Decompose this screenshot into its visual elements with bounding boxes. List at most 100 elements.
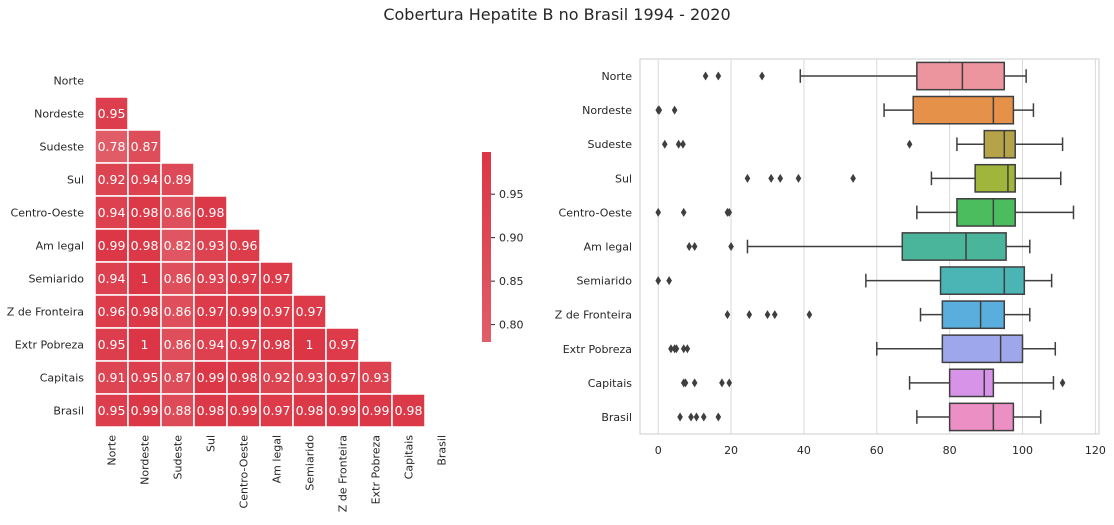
heatmap-col-label: Brasil	[436, 435, 449, 466]
heatmap-cell	[193, 360, 228, 395]
boxplot-outlier	[655, 207, 662, 217]
boxplot-outlier	[661, 139, 668, 149]
heatmap-cell	[193, 195, 228, 230]
heatmap-cell-value: 0.99	[230, 304, 258, 319]
heatmap-cell-value: 0.86	[164, 304, 192, 319]
heatmap-cell-value: 1	[141, 271, 149, 286]
heatmap-cell-value: 0.98	[131, 238, 159, 253]
heatmap-cell-value: 0.86	[164, 271, 192, 286]
heatmap-cell	[259, 327, 294, 362]
heatmap-col-label: Capitais	[403, 435, 416, 480]
heatmap-row-label: Sul	[67, 174, 84, 187]
boxplot-outlier	[777, 173, 784, 183]
boxplot-box	[983, 129, 1016, 159]
heatmap-cell	[292, 393, 327, 428]
colorbar-bar	[482, 152, 491, 342]
boxplot-category-label: Norte	[601, 70, 632, 83]
heatmap-cell	[358, 360, 393, 395]
heatmap-cell	[391, 393, 426, 428]
heatmap-row-label: Norte	[53, 75, 84, 88]
boxplot-outlier	[680, 139, 686, 149]
heatmap-cell-value: 0.97	[263, 403, 291, 418]
heatmap-cell-value: 0.91	[98, 370, 126, 385]
boxplot-x-tick-label: 40	[797, 444, 811, 457]
heatmap-cell	[94, 294, 129, 329]
heatmap-cell-value: 0.98	[230, 370, 258, 385]
heatmap-cell-value: 0.93	[197, 238, 225, 253]
boxplot-outlier	[688, 412, 694, 422]
heatmap-col-label: Norte	[106, 435, 119, 466]
heatmap-cell-value: 0.86	[164, 337, 192, 352]
heatmap-cell	[160, 228, 195, 263]
boxplot-x-tick-label: 0	[655, 444, 662, 457]
heatmap-col-label: Nordeste	[139, 435, 152, 485]
heatmap-row-label: Sudeste	[39, 141, 84, 154]
boxplot-category-label: Semiarido	[576, 275, 632, 288]
heatmap-cell-value: 0.98	[131, 205, 159, 220]
heatmap-cell	[94, 327, 129, 362]
boxplot-box	[912, 95, 1015, 125]
boxplot-category-label: Centro-Oeste	[559, 206, 633, 219]
heatmap-col-label: Semiarido	[304, 435, 317, 491]
heatmap-cell	[127, 195, 162, 230]
heatmap-cell-value: 0.82	[164, 238, 192, 253]
heatmap-cell-value: 0.98	[263, 337, 291, 352]
heatmap-cell-value: 0.94	[131, 172, 159, 187]
boxplot-box	[956, 198, 1016, 227]
heatmap-cell	[127, 162, 162, 197]
heatmap-row-label: Z de Fronteira	[7, 306, 84, 319]
heatmap-cell-value: 0.93	[197, 271, 225, 286]
boxplot-category-label: Nordeste	[582, 104, 632, 117]
heatmap-row-label: Capitais	[40, 372, 85, 385]
heatmap-cell-value: 0.97	[329, 370, 357, 385]
boxplot-outlier	[764, 310, 771, 320]
heatmap-cell	[325, 360, 360, 395]
boxplot-box	[916, 61, 1006, 91]
heatmap-cell	[292, 294, 327, 329]
boxplot-outlier	[700, 412, 707, 422]
heatmap-cell-value: 0.99	[329, 403, 357, 418]
heatmap-row-label: Nordeste	[34, 108, 84, 121]
heatmap-cell-value: 0.92	[98, 172, 126, 187]
boxplot-outlier	[806, 310, 813, 320]
heatmap-cell-value: 1	[306, 337, 314, 352]
heatmap-cell-value: 0.94	[197, 337, 225, 352]
boxplot-outlier	[684, 344, 691, 354]
heatmap-cell-value: 0.97	[296, 304, 324, 319]
boxplot-category-label: Capitais	[588, 377, 633, 390]
boxplot-outlier	[656, 105, 663, 115]
heatmap-cell-value: 0.86	[164, 205, 192, 220]
heatmap-cell-value: 0.99	[197, 370, 225, 385]
boxplot-x-tick-label: 100	[1012, 444, 1033, 457]
heatmap-cell-value: 0.96	[98, 304, 126, 319]
colorbar-tick-label: 0.90	[499, 232, 524, 245]
heatmap-cell-value: 0.95	[98, 403, 126, 418]
heatmap-cell-value: 0.98	[197, 403, 225, 418]
boxplot-outlier	[693, 412, 700, 422]
heatmap-cell-value: 0.97	[263, 271, 291, 286]
boxplot-outlier	[759, 71, 765, 81]
heatmap-cell-value: 0.98	[197, 205, 225, 220]
heatmap-row-label: Semiarido	[28, 273, 84, 286]
heatmap-cell-value: 0.95	[131, 370, 159, 385]
heatmap-cell-value: 0.99	[98, 238, 126, 253]
heatmap-cell-value: 0.97	[197, 304, 225, 319]
heatmap-cell-value: 0.89	[164, 172, 192, 187]
boxplot-x-tick-label: 60	[870, 444, 884, 457]
boxplot-category-label: Brasil	[601, 411, 632, 424]
colorbar-tick-label: 0.95	[499, 188, 524, 201]
heatmap-cell-value: 0.98	[395, 403, 423, 418]
boxplot-outlier	[655, 276, 662, 286]
heatmap-cell	[127, 393, 162, 428]
heatmap-cell-value: 0.92	[263, 370, 291, 385]
boxplot-box	[948, 402, 1015, 432]
boxplot-category-label: Sudeste	[587, 138, 632, 151]
colorbar-tick-label: 0.85	[499, 275, 524, 288]
heatmap-row-label: Am legal	[36, 240, 84, 253]
boxplot-outlier	[673, 344, 680, 354]
figure-title: Cobertura Hepatite B no Brasil 1994 - 20…	[383, 5, 731, 24]
boxplot-outlier	[724, 310, 731, 320]
heatmap-cell	[325, 327, 360, 362]
